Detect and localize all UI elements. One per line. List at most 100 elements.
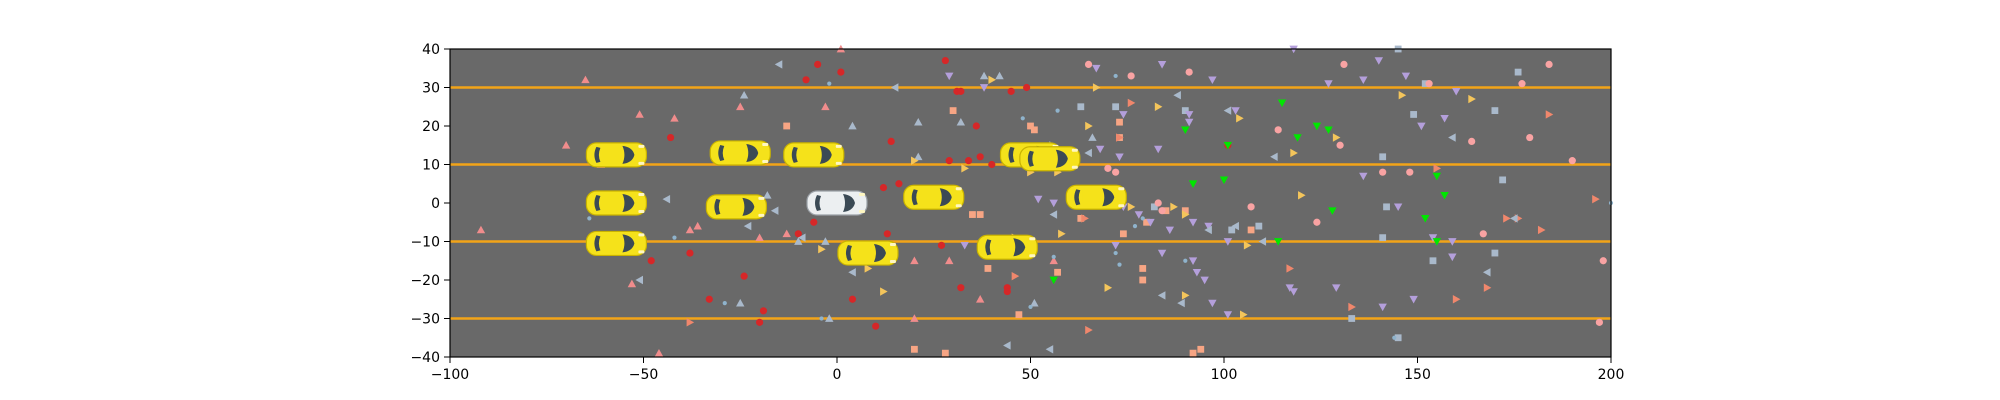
marker-point	[1236, 114, 1244, 123]
marker-point	[1132, 224, 1138, 229]
y-tick-label: 20	[422, 119, 440, 135]
marker-point	[1117, 262, 1122, 267]
marker-point	[1231, 107, 1240, 115]
marker-point	[782, 229, 791, 238]
marker-point	[1243, 241, 1252, 250]
marker-point	[1170, 202, 1178, 212]
marker-point	[1545, 110, 1554, 119]
marker-point	[1184, 118, 1194, 127]
marker-point	[827, 81, 832, 86]
marker-point	[1247, 203, 1255, 211]
marker-point	[1328, 207, 1337, 215]
marker-point	[1049, 256, 1058, 265]
marker-point	[1119, 111, 1128, 119]
y-tick-label: 30	[422, 81, 440, 97]
vehicle-car	[585, 190, 648, 216]
vehicles	[585, 140, 1127, 266]
marker-point	[1468, 94, 1476, 104]
marker-point	[1181, 291, 1190, 300]
marker-point	[821, 102, 830, 111]
marker-point	[984, 265, 992, 272]
marker-point	[1104, 164, 1112, 172]
vehicle-car	[709, 140, 771, 166]
marker-point	[1085, 325, 1093, 335]
marker-point	[1049, 276, 1058, 285]
marker-point	[1127, 202, 1136, 212]
marker-point	[1379, 153, 1387, 161]
marker-point	[825, 314, 834, 322]
marker-point	[1499, 176, 1507, 184]
marker-point	[1154, 145, 1163, 154]
marker-point	[581, 75, 590, 84]
marker-point	[941, 56, 949, 65]
marker-point	[1409, 295, 1418, 304]
marker-point	[1383, 203, 1390, 211]
marker-point	[1332, 133, 1341, 142]
marker-point	[1599, 257, 1607, 265]
marker-point	[880, 287, 888, 296]
vehicle-car	[783, 142, 845, 168]
marker-point	[914, 117, 923, 126]
marker-point	[1183, 258, 1188, 263]
marker-point	[1592, 194, 1600, 204]
marker-point	[814, 60, 822, 68]
marker-point	[662, 194, 671, 204]
marker-point	[890, 83, 899, 92]
marker-point	[887, 137, 895, 145]
marker-point	[743, 221, 752, 231]
marker-point	[1393, 203, 1403, 212]
marker-point	[1115, 153, 1124, 161]
marker-point	[1200, 276, 1209, 285]
marker-point	[964, 157, 973, 165]
marker-point	[1197, 345, 1205, 353]
vehicle-car	[837, 240, 899, 266]
marker-point	[1379, 168, 1387, 176]
marker-point	[1208, 299, 1217, 308]
marker-point	[685, 225, 695, 234]
marker-point	[670, 114, 679, 122]
marker-point	[1116, 118, 1123, 126]
marker-point	[945, 256, 954, 265]
marker-point	[1054, 268, 1061, 276]
marker-point	[949, 107, 957, 114]
marker-point	[910, 256, 919, 265]
marker-series-2	[1077, 45, 1522, 342]
x-tick-label: −50	[629, 367, 659, 383]
marker-point	[895, 180, 903, 188]
marker-point	[1348, 315, 1356, 322]
marker-point	[1340, 60, 1348, 68]
marker-point	[1095, 145, 1105, 154]
marker-point	[1113, 250, 1118, 256]
marker-point	[1034, 195, 1043, 204]
marker-point	[802, 76, 810, 84]
marker-point	[1158, 207, 1166, 215]
marker-point	[819, 316, 824, 321]
marker-point	[1510, 214, 1518, 223]
marker-point	[1313, 218, 1321, 226]
marker-point	[1223, 311, 1233, 319]
marker-point	[1181, 207, 1189, 215]
y-tick-label: −30	[410, 312, 440, 328]
marker-point	[1483, 283, 1492, 292]
marker-point	[1228, 226, 1236, 234]
marker-point	[883, 230, 891, 238]
marker-point	[1595, 318, 1603, 326]
marker-point	[1514, 68, 1522, 76]
marker-point	[1231, 221, 1239, 231]
marker-point	[1146, 218, 1155, 227]
marker-point	[1359, 76, 1368, 84]
marker-point	[957, 87, 965, 95]
marker-point	[1185, 68, 1193, 76]
marker-point	[1285, 284, 1294, 292]
marker-point	[1491, 107, 1499, 114]
marker-point	[1432, 238, 1442, 246]
marker-point	[1545, 60, 1553, 68]
marker-point	[1392, 335, 1397, 340]
marker-point	[755, 233, 764, 242]
marker-point	[1482, 268, 1491, 277]
marker-series-0	[647, 56, 1232, 330]
marker-point	[821, 237, 830, 245]
marker-point	[1188, 180, 1198, 188]
marker-point	[1410, 111, 1418, 118]
marker-point	[1157, 291, 1166, 300]
